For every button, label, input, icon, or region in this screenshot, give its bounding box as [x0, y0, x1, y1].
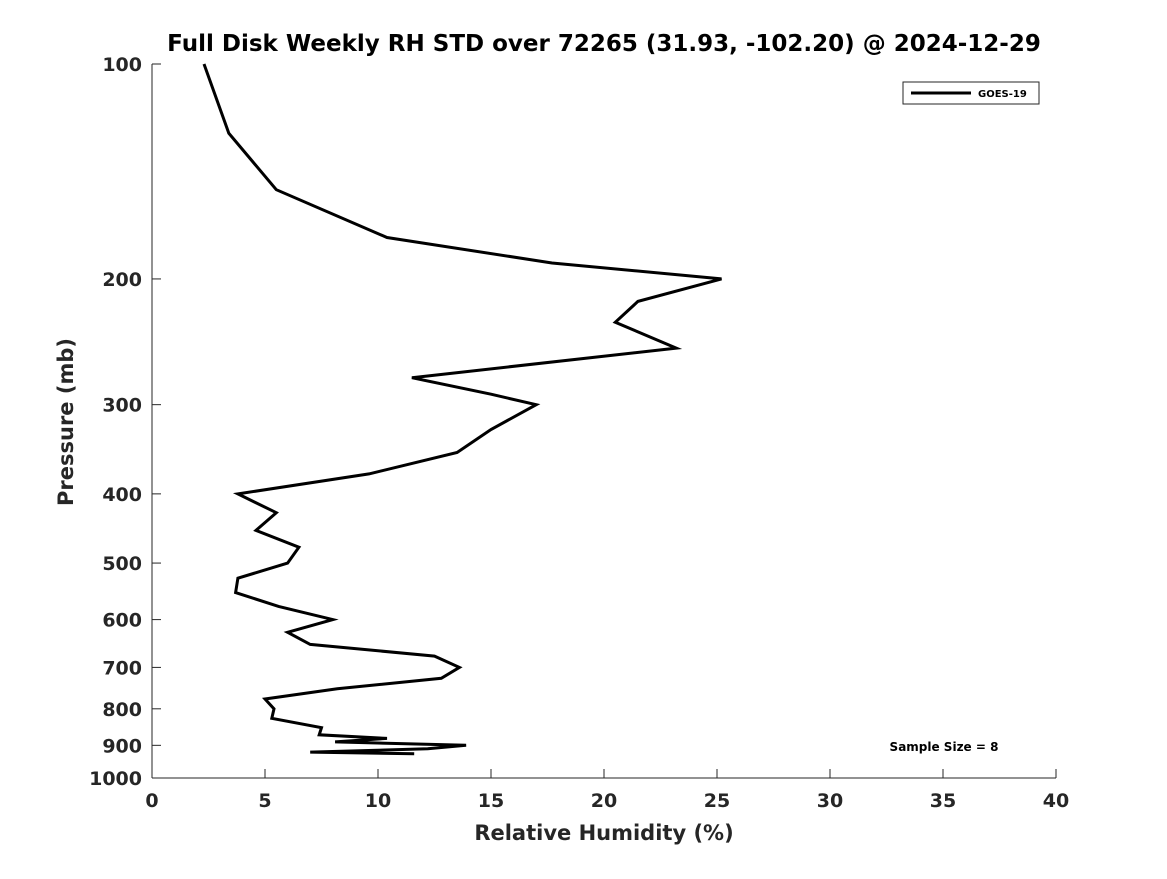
y-tick-label: 700	[102, 657, 142, 679]
x-tick-label: 0	[145, 790, 158, 812]
y-tick-label: 200	[102, 269, 142, 291]
y-tick-label: 100	[102, 54, 142, 76]
sample-size-annotation: Sample Size = 8	[890, 740, 999, 754]
y-tick-label: 800	[102, 699, 142, 721]
legend: GOES-19	[902, 81, 1040, 105]
y-tick-label: 400	[102, 484, 142, 506]
y-axis-ticks: 100 200 300 400 500 600 700 800 900 1000	[89, 54, 161, 790]
chart-title: Full Disk Weekly RH STD over 72265 (31.9…	[167, 31, 1041, 57]
legend-label: GOES-19	[978, 89, 1027, 100]
x-tick-label: 35	[930, 790, 956, 812]
x-tick-label: 15	[478, 790, 504, 812]
y-axis-label: Pressure (mb)	[54, 338, 78, 506]
series-line-1	[202, 63, 722, 756]
x-axis-ticks: 0 5 10 15 20 25 30 35 40	[145, 769, 1069, 812]
x-axis-label: Relative Humidity (%)	[474, 821, 733, 845]
y-tick-label: 300	[102, 395, 142, 417]
series-group	[202, 63, 722, 756]
x-tick-label: 25	[704, 790, 730, 812]
y-tick-label: 500	[102, 553, 142, 575]
x-tick-label: 30	[817, 790, 843, 812]
x-tick-label: 5	[258, 790, 271, 812]
x-tick-label: 10	[365, 790, 391, 812]
y-tick-label: 1000	[89, 768, 142, 790]
y-tick-label: 600	[102, 610, 142, 632]
x-tick-label: 20	[591, 790, 617, 812]
y-tick-label: 900	[102, 735, 142, 757]
x-tick-label: 40	[1043, 790, 1069, 812]
